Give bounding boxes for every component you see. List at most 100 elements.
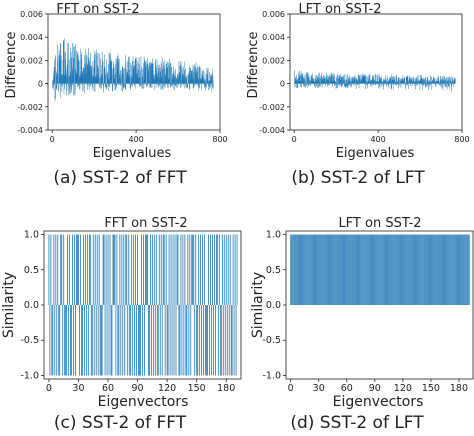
bar	[173, 83, 175, 89]
bar	[208, 79, 209, 84]
bar	[182, 74, 184, 84]
bar	[195, 234, 197, 305]
bar	[435, 81, 437, 84]
bar	[445, 78, 446, 84]
bar	[95, 55, 97, 84]
bar	[174, 77, 175, 84]
bar	[332, 83, 333, 87]
bar	[394, 83, 396, 85]
bar	[204, 80, 205, 84]
bar	[315, 74, 317, 84]
bar	[205, 83, 207, 88]
bar	[331, 234, 333, 305]
bar	[395, 83, 397, 86]
bar	[331, 72, 333, 84]
bar	[68, 83, 69, 96]
panel-a-bars	[52, 38, 214, 102]
bar	[320, 83, 322, 87]
bar	[184, 234, 186, 305]
bar	[170, 62, 172, 84]
bar	[353, 83, 355, 87]
bar	[118, 305, 120, 376]
bar	[412, 234, 414, 305]
y-tick-label: 0	[280, 80, 285, 89]
bar	[462, 234, 464, 305]
bar	[297, 79, 298, 84]
bar	[461, 234, 463, 305]
bar	[415, 83, 416, 90]
bar	[340, 76, 341, 84]
bar	[187, 83, 188, 86]
bar	[313, 234, 315, 305]
panel-a: FFT on SST-2 -0.004 -0.002 0 0.002 0.004 0.00…	[4, 2, 228, 188]
bar	[93, 76, 95, 84]
bar	[337, 73, 338, 84]
bar	[430, 234, 432, 305]
bar	[84, 55, 85, 84]
bar	[348, 75, 350, 84]
bar	[384, 79, 385, 84]
bar	[235, 305, 237, 376]
x-tick-label: 120	[158, 383, 176, 394]
bar	[169, 305, 171, 376]
bar	[337, 75, 339, 84]
bar	[418, 75, 420, 84]
bar	[72, 43, 73, 84]
bar	[433, 80, 435, 84]
bar	[430, 76, 432, 84]
panel-b-title: LFT on SST-2	[298, 2, 381, 17]
bar	[139, 64, 140, 84]
bar	[398, 234, 400, 305]
y-tick-label: 0.004	[20, 33, 43, 42]
bar	[425, 83, 427, 89]
bar	[336, 83, 338, 85]
bar	[205, 305, 206, 376]
bar	[204, 234, 205, 305]
bar	[315, 83, 316, 89]
bar	[361, 75, 363, 84]
bar	[425, 77, 426, 84]
bar	[67, 43, 68, 84]
bar	[424, 79, 425, 84]
bar	[112, 83, 113, 92]
bar	[120, 305, 122, 376]
bar	[366, 83, 367, 86]
bar	[306, 234, 307, 305]
bar	[331, 74, 332, 84]
bar	[64, 83, 65, 89]
bar	[463, 234, 465, 305]
bar	[90, 52, 91, 84]
bar	[178, 83, 179, 85]
bar	[306, 83, 308, 86]
bar	[441, 82, 442, 84]
bar	[449, 76, 450, 84]
bar	[152, 305, 154, 376]
bar	[374, 79, 375, 84]
bar	[176, 234, 178, 305]
bar	[387, 83, 388, 85]
panel-d-xlabel: Eigenvectors	[333, 394, 424, 410]
bar	[296, 234, 298, 305]
x-tick-label: 800	[454, 135, 469, 144]
bar	[347, 83, 348, 88]
bar	[148, 71, 149, 84]
bar	[206, 73, 207, 84]
bar	[141, 76, 143, 84]
bar	[415, 77, 417, 84]
bar	[300, 81, 301, 84]
bar	[164, 83, 165, 87]
bar	[181, 305, 183, 376]
bar	[327, 80, 329, 84]
bar	[451, 83, 452, 92]
bar	[223, 234, 225, 305]
bar	[438, 75, 439, 84]
bar	[89, 65, 91, 84]
bar	[199, 66, 201, 84]
bar	[389, 234, 391, 305]
bar	[61, 55, 62, 84]
bar	[195, 67, 196, 84]
panel-c-bars	[48, 234, 238, 376]
bar	[134, 65, 135, 84]
bar	[368, 74, 370, 84]
bar	[149, 305, 150, 376]
